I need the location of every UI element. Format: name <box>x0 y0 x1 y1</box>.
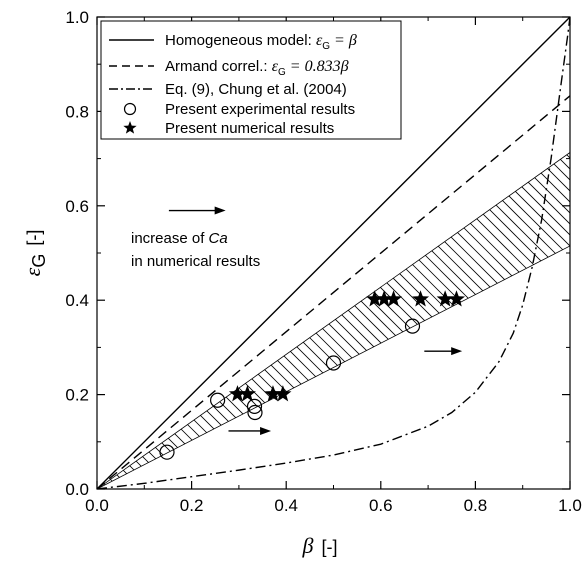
hatch-line <box>0 0 9 565</box>
annotation-arrowhead <box>451 347 463 356</box>
annotation-ca-line1: increase of Ca <box>131 230 228 247</box>
numerical-point <box>264 385 282 402</box>
hatch-line <box>0 0 20 565</box>
hatch-line <box>97 152 219 489</box>
hatch-line <box>488 152 570 489</box>
hatch-line <box>499 152 570 489</box>
hatch-line <box>565 152 570 489</box>
hatch-line <box>577 0 586 565</box>
hatch-line <box>521 152 570 489</box>
hatch-line <box>455 152 570 489</box>
hatch-line <box>444 152 570 489</box>
x-tick-label: 0.2 <box>180 496 204 515</box>
hatch-line <box>433 152 570 489</box>
legend: Homogeneous model: εG = β Armand correl.… <box>100 20 402 140</box>
y-tick-label: 0.6 <box>65 197 89 216</box>
hatch-line <box>400 152 570 489</box>
legend-item-numerical: Present numerical results <box>165 120 334 137</box>
numerical-point <box>436 290 454 307</box>
legend-item-experimental: Present experimental results <box>165 101 355 118</box>
x-tick-label: 0.4 <box>274 496 298 515</box>
numerical-point <box>228 385 247 402</box>
x-tick-label: 0.6 <box>369 496 393 515</box>
x-tick-label: 0.8 <box>464 496 488 515</box>
y-axis-label: εG[-] <box>20 230 49 277</box>
hatch-line <box>466 152 570 489</box>
hatch-line <box>202 152 570 489</box>
band-upper-edge <box>97 152 570 489</box>
band-lower-edge <box>97 245 570 489</box>
y-tick-label: 0.4 <box>65 291 89 310</box>
hatch-line <box>180 152 570 489</box>
numerical-point <box>366 290 384 307</box>
numerical-point <box>385 290 403 307</box>
hatch-line <box>0 0 75 565</box>
hatch-line <box>191 152 570 489</box>
numerical-point <box>447 290 466 307</box>
numerical-point <box>411 290 430 307</box>
hatch-line <box>0 0 64 565</box>
svg-text:εG[-]: εG[-] <box>20 230 49 277</box>
x-axis-label: β [-] <box>302 533 338 558</box>
series-line-dashdot <box>97 17 570 489</box>
hatch-line <box>136 152 570 489</box>
hatch-line <box>510 152 570 489</box>
hatch-line <box>213 152 570 489</box>
experimental-point <box>210 392 226 408</box>
hatch-line <box>97 152 109 489</box>
hatch-line <box>0 0 31 565</box>
hatch-line <box>0 0 42 565</box>
hatch-line <box>378 152 570 489</box>
legend-item-homogeneous: Homogeneous model: εG = β <box>165 32 357 52</box>
y-tick-label: 0.8 <box>65 102 89 121</box>
hatch-line <box>114 152 570 489</box>
hatch-line <box>169 152 570 489</box>
numerical-point <box>375 290 393 307</box>
legend-star-marker <box>123 121 137 134</box>
numerical-point <box>238 385 256 402</box>
x-tick-label: 1.0 <box>558 496 582 515</box>
y-tick-label: 0.2 <box>65 386 89 405</box>
annotation-arrowhead <box>260 426 272 435</box>
series-line-solid <box>97 17 570 489</box>
legend-circle-marker <box>123 102 137 116</box>
hatch-line <box>543 152 570 489</box>
hatch-line <box>532 152 570 489</box>
legend-item-chung: Eq. (9), Chung et al. (2004) <box>165 81 347 98</box>
y-tick-label: 1.0 <box>65 8 89 27</box>
hatch-line <box>147 152 570 489</box>
x-tick-label: 0.0 <box>85 496 109 515</box>
legend-item-armand: Armand correl.: εG = 0.833β <box>165 58 349 78</box>
experimental-point <box>247 404 263 421</box>
experimental-point <box>325 355 342 371</box>
annotation-arrowhead <box>214 206 226 215</box>
hatch-line <box>0 0 53 565</box>
hatch-line <box>125 152 570 489</box>
annotation-ca-line2: in numerical results <box>131 253 260 270</box>
hatch-line <box>158 152 570 489</box>
numerical-point <box>274 385 292 402</box>
experimental-point <box>404 318 421 334</box>
y-tick-label: 0.0 <box>65 480 89 499</box>
experimental-point <box>246 398 263 414</box>
series-line-dashed <box>97 95 570 489</box>
experimental-point <box>159 444 175 460</box>
